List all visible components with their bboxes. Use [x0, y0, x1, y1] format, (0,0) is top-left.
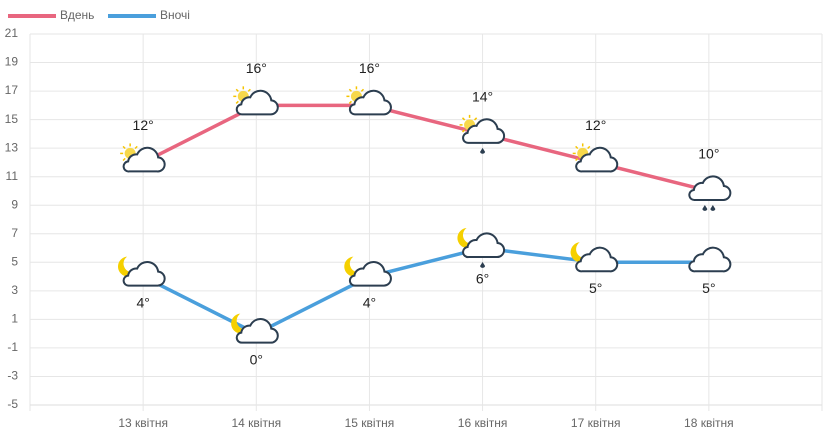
- x-tick-label: 18 квітня: [684, 416, 734, 430]
- rain-drop: [480, 262, 486, 268]
- y-tick-label: 21: [5, 26, 19, 40]
- y-tick-label: -5: [7, 397, 18, 411]
- y-tick-label: 1: [11, 312, 18, 326]
- legend-label: Вночі: [160, 8, 190, 22]
- legend-label: Вдень: [60, 8, 94, 22]
- x-tick-label: 13 квітня: [118, 416, 168, 430]
- sun-ray: [247, 88, 251, 92]
- x-tick-label: 14 квітня: [231, 416, 281, 430]
- y-tick-label: 13: [5, 140, 19, 154]
- sun-ray: [122, 145, 126, 150]
- cloud: [235, 89, 279, 116]
- weather-icon: [233, 86, 279, 116]
- rain-drop: [480, 147, 486, 154]
- y-tick-label: 11: [6, 169, 19, 183]
- cloud: [122, 146, 166, 173]
- weather-icon: [570, 242, 619, 273]
- value-label: 12°: [585, 117, 606, 133]
- sun-ray: [235, 100, 239, 104]
- value-label: 5°: [589, 280, 602, 296]
- weather-icon: [120, 143, 166, 173]
- y-tick-label: 15: [5, 112, 19, 126]
- y-tick-label: -3: [7, 369, 18, 383]
- value-label: 14°: [472, 89, 493, 105]
- sun-ray: [360, 88, 365, 92]
- value-label: 4°: [136, 294, 149, 310]
- rain-drop: [710, 204, 716, 211]
- cloud: [462, 232, 506, 259]
- weather-icon: [459, 114, 506, 154]
- value-label: 10°: [698, 146, 719, 162]
- sun-ray: [348, 88, 353, 92]
- y-tick-label: 5: [11, 254, 18, 268]
- cloud: [348, 260, 392, 287]
- cloud: [462, 118, 506, 144]
- value-label: 12°: [133, 117, 154, 133]
- moon: [344, 256, 364, 277]
- sun-ray: [461, 129, 466, 133]
- sun-ray: [134, 145, 138, 150]
- cloud: [688, 246, 732, 273]
- sun-ray: [473, 117, 478, 121]
- sun-ray: [575, 157, 579, 162]
- value-label: 6°: [476, 271, 489, 287]
- value-label: 4°: [363, 294, 376, 310]
- cloud: [575, 146, 619, 173]
- moon: [231, 313, 251, 334]
- weather-icon: [688, 175, 732, 211]
- sun-ray: [348, 100, 353, 104]
- rain-drop: [702, 204, 708, 211]
- sun-ray: [235, 88, 239, 92]
- x-tick-label: 17 квітня: [571, 416, 621, 430]
- y-tick-label: 3: [11, 283, 18, 297]
- cloud: [688, 175, 732, 201]
- weather-icon: [346, 86, 392, 116]
- moon: [457, 228, 477, 249]
- value-label: 16°: [359, 60, 380, 76]
- cloud: [235, 318, 279, 344]
- y-tick-label: 7: [11, 226, 18, 240]
- sun-ray: [575, 145, 579, 150]
- y-tick-label: 9: [11, 197, 18, 211]
- value-label: 0°: [250, 351, 263, 367]
- y-tick-label: -1: [7, 340, 18, 354]
- weather-icon: [572, 143, 619, 173]
- x-tick-label: 16 квітня: [458, 416, 508, 430]
- value-label: 16°: [246, 60, 267, 76]
- cloud: [348, 89, 392, 116]
- y-tick-label: 19: [5, 55, 19, 69]
- weather-icon: [344, 256, 392, 287]
- y-tick-label: 17: [5, 83, 19, 97]
- sun-ray: [461, 117, 466, 121]
- weather-icon: [457, 228, 506, 268]
- cloud: [122, 260, 166, 287]
- x-tick-label: 15 квітня: [345, 416, 395, 430]
- value-label: 5°: [702, 280, 715, 296]
- weather-icon: [231, 313, 279, 344]
- cloud: [575, 246, 619, 273]
- sun-ray: [122, 157, 126, 162]
- moon: [570, 242, 590, 263]
- moon: [117, 256, 138, 277]
- weather-icon: [117, 256, 166, 287]
- weather-icon: [688, 246, 732, 273]
- sun-ray: [587, 145, 591, 150]
